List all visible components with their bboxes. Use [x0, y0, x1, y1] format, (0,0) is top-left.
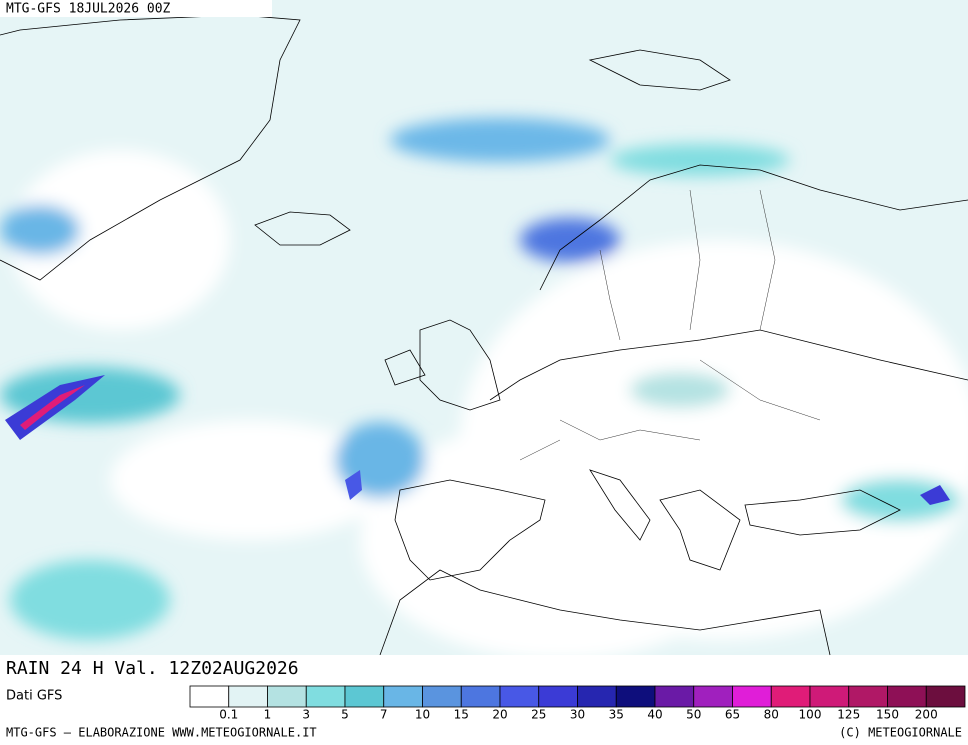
legend-label: 3 [302, 708, 310, 722]
legend-swatch [577, 685, 617, 708]
legend: 0.1 1 3 5 7 10 15 20 25 30 35 40 50 65 80 100 125 150 200 [189, 685, 966, 722]
legend-swatch [732, 685, 772, 708]
legend-label: 7 [380, 708, 388, 722]
legend-swatch [228, 685, 268, 708]
footer-right: (C) METEOGIORNALE [839, 726, 962, 740]
legend-swatch [925, 685, 966, 708]
legend-swatch [305, 685, 346, 708]
legend-label: 10 [415, 708, 430, 722]
legend-label: 200 [915, 708, 938, 722]
legend-swatch [848, 685, 888, 708]
legend-label: 40 [647, 708, 662, 722]
legend-swatch [267, 685, 307, 708]
legend-label: 20 [492, 708, 507, 722]
legend-swatch [383, 685, 423, 708]
precipitation-map [0, 0, 968, 660]
legend-label: 65 [725, 708, 740, 722]
legend-swatch [654, 685, 695, 708]
legend-swatch [887, 685, 927, 708]
legend-swatch [189, 685, 230, 708]
legend-label: 25 [531, 708, 546, 722]
legend-source: Dati GFS [6, 689, 62, 704]
legend-swatch [538, 685, 578, 708]
legend-label: 35 [609, 708, 624, 722]
legend-label: 100 [799, 708, 822, 722]
legend-swatch [615, 685, 656, 708]
legend-label: 5 [341, 708, 349, 722]
legend-swatch [693, 685, 733, 708]
legend-label: 50 [686, 708, 701, 722]
map-label: RAIN 24 H Val. 12Z02AUG2026 [6, 658, 299, 679]
legend-swatch [499, 685, 540, 708]
legend-swatch [770, 685, 811, 708]
legend-label: 125 [837, 708, 860, 722]
footer-left: MTG-GFS — ELABORAZIONE WWW.METEOGIORNALE… [6, 726, 317, 740]
legend-label: 150 [876, 708, 899, 722]
legend-label: 80 [764, 708, 779, 722]
legend-label: 30 [570, 708, 585, 722]
legend-swatch [460, 685, 501, 708]
legend-swatch [809, 685, 850, 708]
legend-label: 15 [454, 708, 469, 722]
header-title: MTG-GFS 18JUL2026 00Z [6, 2, 171, 17]
legend-swatch [422, 685, 462, 708]
legend-swatch [344, 685, 385, 708]
legend-label: 0.1 [219, 708, 238, 722]
legend-label: 1 [264, 708, 272, 722]
